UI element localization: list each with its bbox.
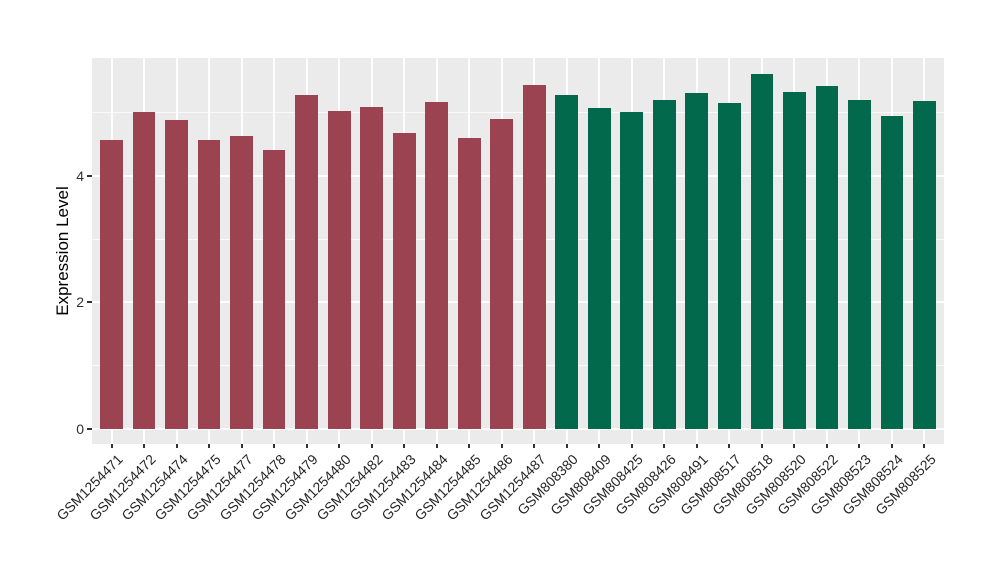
gridline-major-y4	[92, 175, 944, 178]
gridline-major-y0	[92, 427, 944, 430]
bar-GSM1254472	[132, 112, 156, 429]
x-tick-GSM1254482	[370, 444, 373, 448]
x-tick-GSM1254478	[273, 444, 276, 448]
x-tick-GSM1254472	[143, 444, 146, 448]
x-tick-GSM808425	[630, 444, 633, 448]
bar-GSM1254484	[425, 101, 449, 429]
x-tick-GSM1254485	[468, 444, 471, 448]
y-tick-0	[87, 427, 92, 430]
x-tick-GSM1254475	[208, 444, 211, 448]
bar-GSM808426	[652, 100, 676, 429]
x-tick-GSM808426	[663, 444, 666, 448]
x-tick-GSM1254474	[175, 444, 178, 448]
bar-GSM1254487	[522, 85, 546, 429]
bar-GSM808491	[685, 92, 709, 429]
x-tick-GSM808522	[825, 444, 828, 448]
bar-GSM1254471	[100, 140, 123, 429]
bar-GSM808523	[848, 100, 871, 429]
x-tick-GSM808491	[695, 444, 698, 448]
y-tick-4	[87, 175, 92, 178]
bar-GSM1254483	[392, 132, 416, 429]
bar-GSM1254480	[327, 111, 351, 429]
plot-panel	[92, 58, 944, 444]
x-tick-GSM808518	[760, 444, 763, 448]
x-tick-GSM1254471	[110, 444, 113, 448]
y-tick-label-0: 0	[76, 420, 84, 437]
bar-GSM808520	[783, 92, 806, 429]
gridline-minor-y5	[92, 112, 944, 114]
x-tick-GSM1254484	[435, 444, 438, 448]
bar-GSM808517	[717, 103, 741, 429]
bar-GSM1254479	[295, 95, 318, 429]
x-tick-GSM1254477	[240, 444, 243, 448]
x-tick-GSM1254486	[500, 444, 503, 448]
gridline-minor-y1	[92, 365, 944, 367]
x-tick-GSM808520	[793, 444, 796, 448]
x-tick-GSM808523	[858, 444, 861, 448]
bar-GSM808518	[750, 74, 774, 429]
bar-GSM808425	[620, 111, 644, 429]
y-tick-2	[87, 301, 92, 304]
x-tick-GSM808525	[923, 444, 926, 448]
gridline-minor-y3	[92, 238, 944, 240]
y-tick-label-2: 2	[76, 294, 84, 311]
x-tick-GSM1254479	[305, 444, 308, 448]
x-tick-GSM808524	[890, 444, 893, 448]
bar-GSM808380	[555, 95, 579, 429]
x-tick-GSM1254480	[338, 444, 341, 448]
bar-GSM1254478	[262, 150, 286, 429]
bar-GSM1254477	[230, 135, 253, 429]
bar-GSM808522	[815, 85, 839, 429]
bar-GSM808524	[880, 116, 904, 429]
y-tick-label-4: 4	[76, 168, 84, 185]
bar-GSM808409	[587, 107, 611, 429]
x-tick-GSM808517	[728, 444, 731, 448]
bar-GSM1254474	[165, 119, 188, 429]
bar-GSM808525	[913, 100, 936, 429]
bar-GSM1254485	[457, 138, 481, 429]
bar-GSM1254486	[490, 119, 514, 429]
x-tick-GSM1254483	[403, 444, 406, 448]
x-tick-GSM1254487	[533, 444, 536, 448]
x-tick-GSM808380	[565, 444, 568, 448]
x-tick-GSM808409	[598, 444, 601, 448]
gridline-major-y2	[92, 301, 944, 304]
bar-GSM1254475	[197, 140, 221, 429]
bar-GSM1254482	[360, 107, 384, 429]
